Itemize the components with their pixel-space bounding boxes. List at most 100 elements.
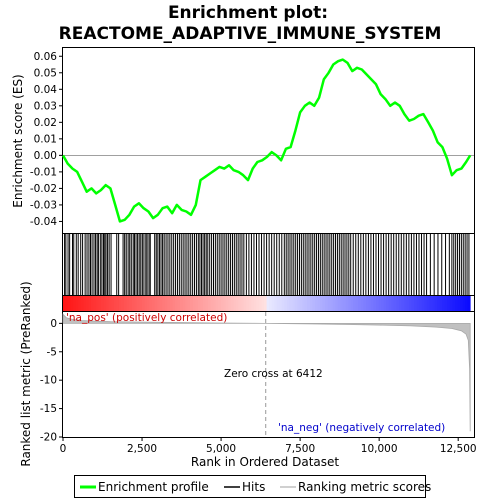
- color-strip-segment: [439, 296, 443, 311]
- color-strip-segment: [174, 296, 178, 311]
- color-strip-segment: [134, 296, 138, 311]
- color-strip-segment: [342, 296, 346, 311]
- ranked-color-strip: [63, 296, 471, 311]
- color-strip-segment: [233, 296, 237, 311]
- color-strip-segment: [210, 296, 214, 311]
- color-strip-segment: [368, 296, 372, 311]
- color-strip-segment: [449, 296, 453, 311]
- metric-y-tick-label: -10: [40, 375, 57, 387]
- color-strip-segment: [411, 296, 415, 311]
- color-strip-segment: [154, 296, 158, 311]
- es-y-axis-title: Enrichment score (ES): [11, 74, 25, 207]
- es-y-tick-label: -0.03: [30, 199, 57, 211]
- color-strip-segment: [465, 296, 469, 311]
- metric-y-tick-label: 0: [50, 318, 57, 330]
- color-strip-segment: [409, 296, 413, 311]
- color-strip-segment: [167, 296, 171, 311]
- color-strip-segment: [228, 296, 232, 311]
- metric-x-tick-label: 10,000: [361, 443, 398, 455]
- color-strip-segment: [113, 296, 117, 311]
- color-strip-segment: [467, 296, 471, 311]
- color-strip-segment: [350, 296, 354, 311]
- color-strip-segment: [327, 296, 331, 311]
- color-strip-segment: [302, 296, 306, 311]
- metric-axes: -20 -15 -10 -5 0 0 2,500 5,000 7,500 10,000 12,500: [40, 318, 477, 455]
- color-strip-segment: [83, 296, 87, 311]
- color-strip-segment: [121, 296, 125, 311]
- metric-x-tick-label: 7,500: [285, 443, 315, 455]
- color-strip-segment: [129, 296, 133, 311]
- color-strip-segment: [286, 296, 290, 311]
- color-strip-segment: [330, 296, 334, 311]
- color-strip-segment: [444, 296, 448, 311]
- color-strip-segment: [386, 296, 390, 311]
- color-strip-segment: [454, 296, 458, 311]
- color-strip-segment: [317, 296, 321, 311]
- color-strip-segment: [246, 296, 250, 311]
- color-strip-segment: [299, 296, 303, 311]
- color-strip-segment: [182, 296, 186, 311]
- color-strip-segment: [325, 296, 329, 311]
- color-strip-segment: [187, 296, 191, 311]
- es-y-axis: -0.04 -0.03 -0.02 -0.01 0.00 0.01 0.02 0.03 0.04…: [30, 51, 63, 228]
- color-strip-segment: [101, 296, 105, 311]
- color-strip-segment: [65, 296, 69, 311]
- color-strip-segment: [136, 296, 140, 311]
- color-strip-segment: [424, 296, 428, 311]
- color-strip-segment: [202, 296, 206, 311]
- color-strip-segment: [195, 296, 199, 311]
- color-strip-segment: [304, 296, 308, 311]
- es-y-tick-label: -0.04: [30, 216, 57, 228]
- color-strip-segment: [223, 296, 227, 311]
- color-strip-segment: [208, 296, 212, 311]
- color-strip-segment: [460, 296, 463, 311]
- chart-title-line-2: REACTOME_ADAPTIVE_IMMUNE_SYSTEM: [59, 24, 442, 44]
- color-strip-segment: [340, 296, 344, 311]
- color-strip-segment: [172, 296, 176, 311]
- color-strip-segment: [108, 296, 112, 311]
- color-strip-segment: [314, 296, 318, 311]
- color-strip-segment: [85, 296, 89, 311]
- color-strip-segment: [93, 296, 97, 311]
- es-y-tick-label: 0.06: [34, 51, 58, 63]
- color-strip-segment: [264, 296, 268, 311]
- color-strip-segment: [297, 296, 301, 311]
- metric-x-tick-label: 2,500: [127, 443, 157, 455]
- color-strip-segment: [159, 296, 163, 311]
- color-strip-segment: [370, 296, 374, 311]
- color-strip-segment: [383, 296, 387, 311]
- color-strip-segment: [348, 296, 351, 311]
- metric-panel-frame: [62, 311, 475, 438]
- color-strip-segment: [68, 296, 72, 311]
- color-strip-segment: [164, 296, 168, 311]
- color-strip-segment: [225, 296, 229, 311]
- color-strip-segment: [106, 296, 110, 311]
- color-strip-segment: [345, 296, 349, 311]
- color-strip-segment: [78, 296, 82, 311]
- color-strip-segment: [312, 296, 316, 311]
- color-strip-segment: [124, 296, 128, 311]
- color-strip-segment: [376, 296, 379, 311]
- color-strip-segment: [307, 296, 311, 311]
- color-strip-segment: [419, 296, 423, 311]
- color-strip-segment: [111, 296, 115, 311]
- color-strip-segment: [274, 296, 278, 311]
- color-strip-segment: [396, 296, 400, 311]
- color-strip-segment: [96, 296, 100, 311]
- color-strip-segment: [276, 296, 280, 311]
- color-strip-segment: [253, 296, 257, 311]
- ranking-metric-area: [62, 313, 471, 432]
- color-strip-segment: [141, 296, 145, 311]
- metric-y-axis-title: Ranked list metric (PreRanked): [19, 281, 33, 466]
- metric-x-tick-label: 5,000: [206, 443, 236, 455]
- color-strip-segment: [190, 296, 194, 311]
- color-strip-segment: [63, 296, 66, 311]
- color-strip-segment: [279, 296, 283, 311]
- color-strip-segment: [152, 296, 156, 311]
- color-strip-segment: [269, 296, 273, 311]
- color-strip-segment: [335, 296, 339, 311]
- color-strip-segment: [457, 296, 461, 311]
- color-strip-segment: [421, 296, 425, 311]
- color-strip-segment: [185, 296, 189, 311]
